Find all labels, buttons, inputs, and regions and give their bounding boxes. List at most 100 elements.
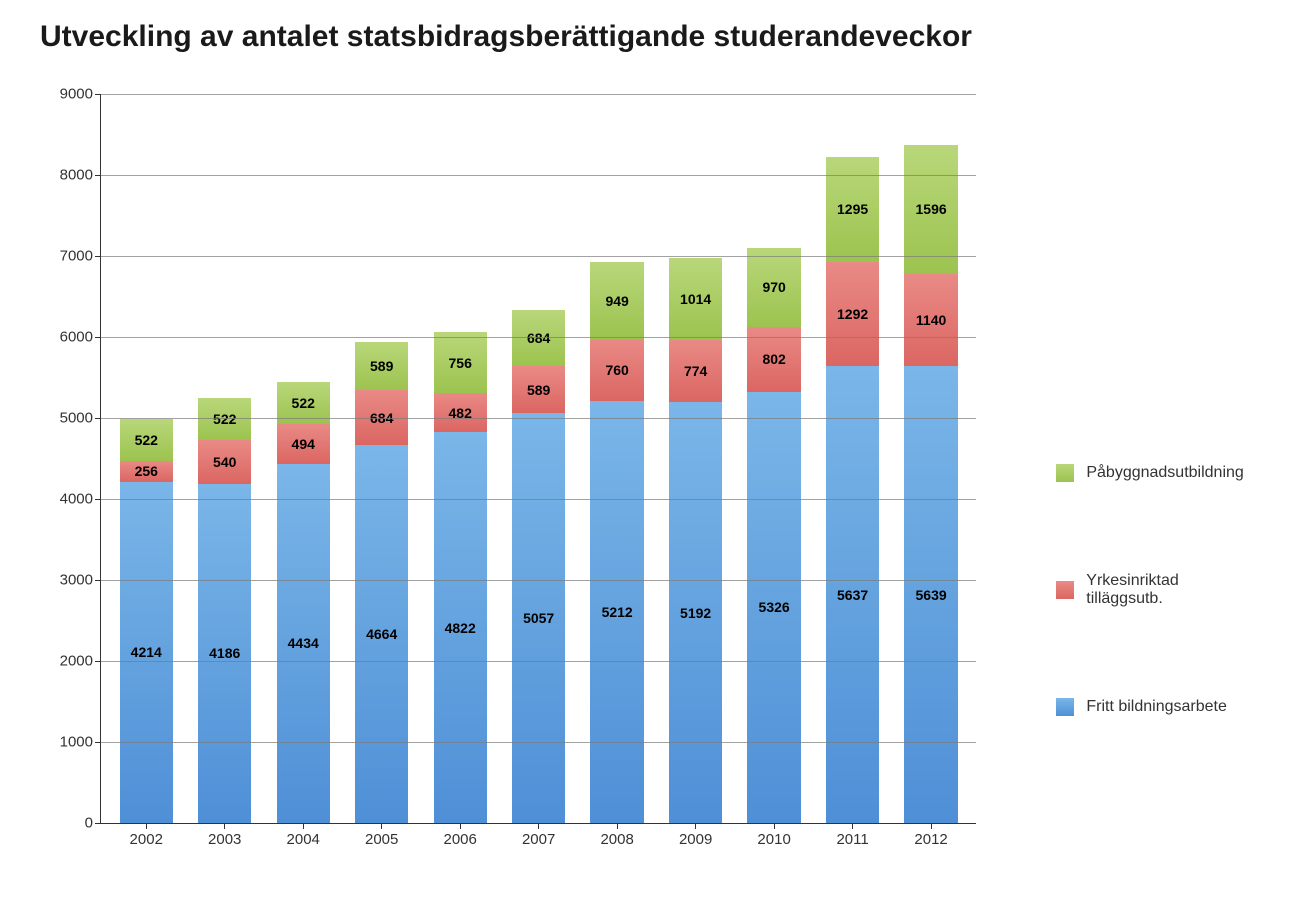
bar-segment-fritt: 5639 <box>904 366 957 823</box>
bar-stack: 51927741014 <box>669 94 722 823</box>
y-axis-tick-label: 0 <box>85 815 93 832</box>
y-axis-tick-mark <box>95 499 101 500</box>
bar-column: 50575896842007 <box>499 94 577 823</box>
bar-segment-fritt: 4822 <box>434 432 487 823</box>
bar-segment-yrkes: 494 <box>277 424 330 464</box>
bar-segment-pabygg: 589 <box>355 342 408 390</box>
bar-segment-value: 756 <box>449 355 472 371</box>
bar-segment-fritt: 5212 <box>590 401 643 823</box>
bar-segment-yrkes: 256 <box>120 461 173 482</box>
x-axis-tick-label: 2012 <box>914 831 947 848</box>
gridline <box>101 337 976 338</box>
y-axis-tick-label: 8000 <box>60 166 93 183</box>
x-axis-tick-label: 2009 <box>679 831 712 848</box>
bar-stack: 4822482756 <box>434 94 487 823</box>
x-axis-tick-label: 2002 <box>130 831 163 848</box>
x-axis-tick-mark <box>852 823 853 829</box>
x-axis-tick-mark <box>224 823 225 829</box>
x-axis-tick-label: 2011 <box>836 831 868 848</box>
bar-stack: 4434 494 522 <box>277 94 330 823</box>
bar-segment-value: 522 <box>213 411 236 427</box>
bar-segment-value: 522 <box>135 432 158 448</box>
y-axis-tick-label: 6000 <box>60 329 93 346</box>
bar-segment-yrkes: 589 <box>512 366 565 414</box>
y-axis-tick-label: 1000 <box>60 733 93 750</box>
gridline <box>101 256 976 257</box>
x-axis-tick-label: 2010 <box>757 831 790 848</box>
y-axis-tick-label: 5000 <box>60 409 93 426</box>
gridline <box>101 661 976 662</box>
legend-swatch <box>1056 581 1074 599</box>
bar-segment-fritt: 4434 <box>277 464 330 823</box>
bar-column: 5637129212952011 <box>813 94 891 823</box>
bar-segment-value: 970 <box>762 279 785 295</box>
bar-segment-fritt: 5326 <box>747 392 800 823</box>
y-axis-tick-label: 4000 <box>60 491 93 508</box>
bar-segment-pabygg: 970 <box>747 248 800 327</box>
bar-segment-value: 589 <box>527 382 550 398</box>
bar-segment-value: 5212 <box>602 604 633 620</box>
legend-item-fritt: Fritt bildningsarbete <box>1056 698 1259 716</box>
chart-title: Utveckling av antalet statsbidragsberätt… <box>30 20 1259 54</box>
bar-segment-value: 5637 <box>837 587 868 603</box>
x-axis-tick-mark <box>617 823 618 829</box>
bar-segment-value: 1140 <box>916 312 946 328</box>
y-axis-tick-label: 9000 <box>60 86 93 103</box>
plot-region: 4214256522200241865405222003443449452220… <box>100 94 976 824</box>
bar-segment-yrkes: 1292 <box>826 262 879 367</box>
gridline <box>101 175 976 176</box>
bar-column: 48224827562006 <box>421 94 499 823</box>
y-axis-tick-label: 7000 <box>60 247 93 264</box>
bar-segment-value: 256 <box>135 463 158 479</box>
bar-stack: 5057589684 <box>512 94 565 823</box>
bar-stack: 4186540522 <box>198 94 251 823</box>
bar-segment-value: 5192 <box>680 605 711 621</box>
bar-segment-value: 1295 <box>837 201 868 217</box>
bar-segment-value: 1292 <box>837 306 868 322</box>
x-axis-tick-mark <box>774 823 775 829</box>
bar-column: 41865405222003 <box>185 94 263 823</box>
bar-segment-value: 802 <box>762 351 785 367</box>
bar-stack: 4664684589 <box>355 94 408 823</box>
x-axis-tick-label: 2005 <box>365 831 398 848</box>
y-axis-tick-label: 2000 <box>60 653 93 670</box>
y-axis-tick-mark <box>95 580 101 581</box>
legend-label: Fritt bildningsarbete <box>1086 698 1227 716</box>
bar-stack: 5212760949 <box>590 94 643 823</box>
x-axis-tick-mark <box>538 823 539 829</box>
y-axis-tick-mark <box>95 175 101 176</box>
bar-column: 53268029702010 <box>735 94 813 823</box>
bars-container: 4214256522200241865405222003443449452220… <box>101 94 976 823</box>
bar-column: 46646845892005 <box>342 94 420 823</box>
gridline <box>101 580 976 581</box>
bar-segment-value: 4434 <box>288 635 319 651</box>
gridline <box>101 499 976 500</box>
bar-segment-pabygg: 1295 <box>826 157 879 262</box>
bar-segment-value: 4214 <box>131 644 162 660</box>
bar-segment-yrkes: 1140 <box>904 274 957 366</box>
x-axis-tick-mark <box>460 823 461 829</box>
bar-stack: 4214 256 522 <box>120 94 173 823</box>
legend-label: Påbyggnadsutbildning <box>1086 464 1243 482</box>
chart-container: 4214256522200241865405222003443449452220… <box>30 84 1259 864</box>
bar-segment-value: 949 <box>605 293 628 309</box>
legend-item-yrkes: Yrkesinriktad tilläggsutb. <box>1056 572 1259 608</box>
bar-segment-fritt: 5637 <box>826 366 879 823</box>
y-axis-tick-mark <box>95 823 101 824</box>
bar-segment-pabygg: 522 <box>120 419 173 461</box>
bar-stack: 563911401596 <box>904 94 957 823</box>
bar-segment-value: 5639 <box>916 587 947 603</box>
y-axis-tick-mark <box>95 256 101 257</box>
bar-column: 44344945222004 <box>264 94 342 823</box>
bar-segment-yrkes: 540 <box>198 440 251 484</box>
bar-segment-value: 522 <box>292 395 315 411</box>
x-axis-tick-mark <box>381 823 382 829</box>
bar-segment-fritt: 4664 <box>355 445 408 823</box>
x-axis-tick-label: 2006 <box>443 831 476 848</box>
y-axis-tick-mark <box>95 418 101 419</box>
y-axis-tick-mark <box>95 661 101 662</box>
x-axis-tick-mark <box>695 823 696 829</box>
y-axis-tick-label: 3000 <box>60 572 93 589</box>
bar-segment-yrkes: 774 <box>669 340 722 403</box>
bar-column: 519277410142009 <box>656 94 734 823</box>
